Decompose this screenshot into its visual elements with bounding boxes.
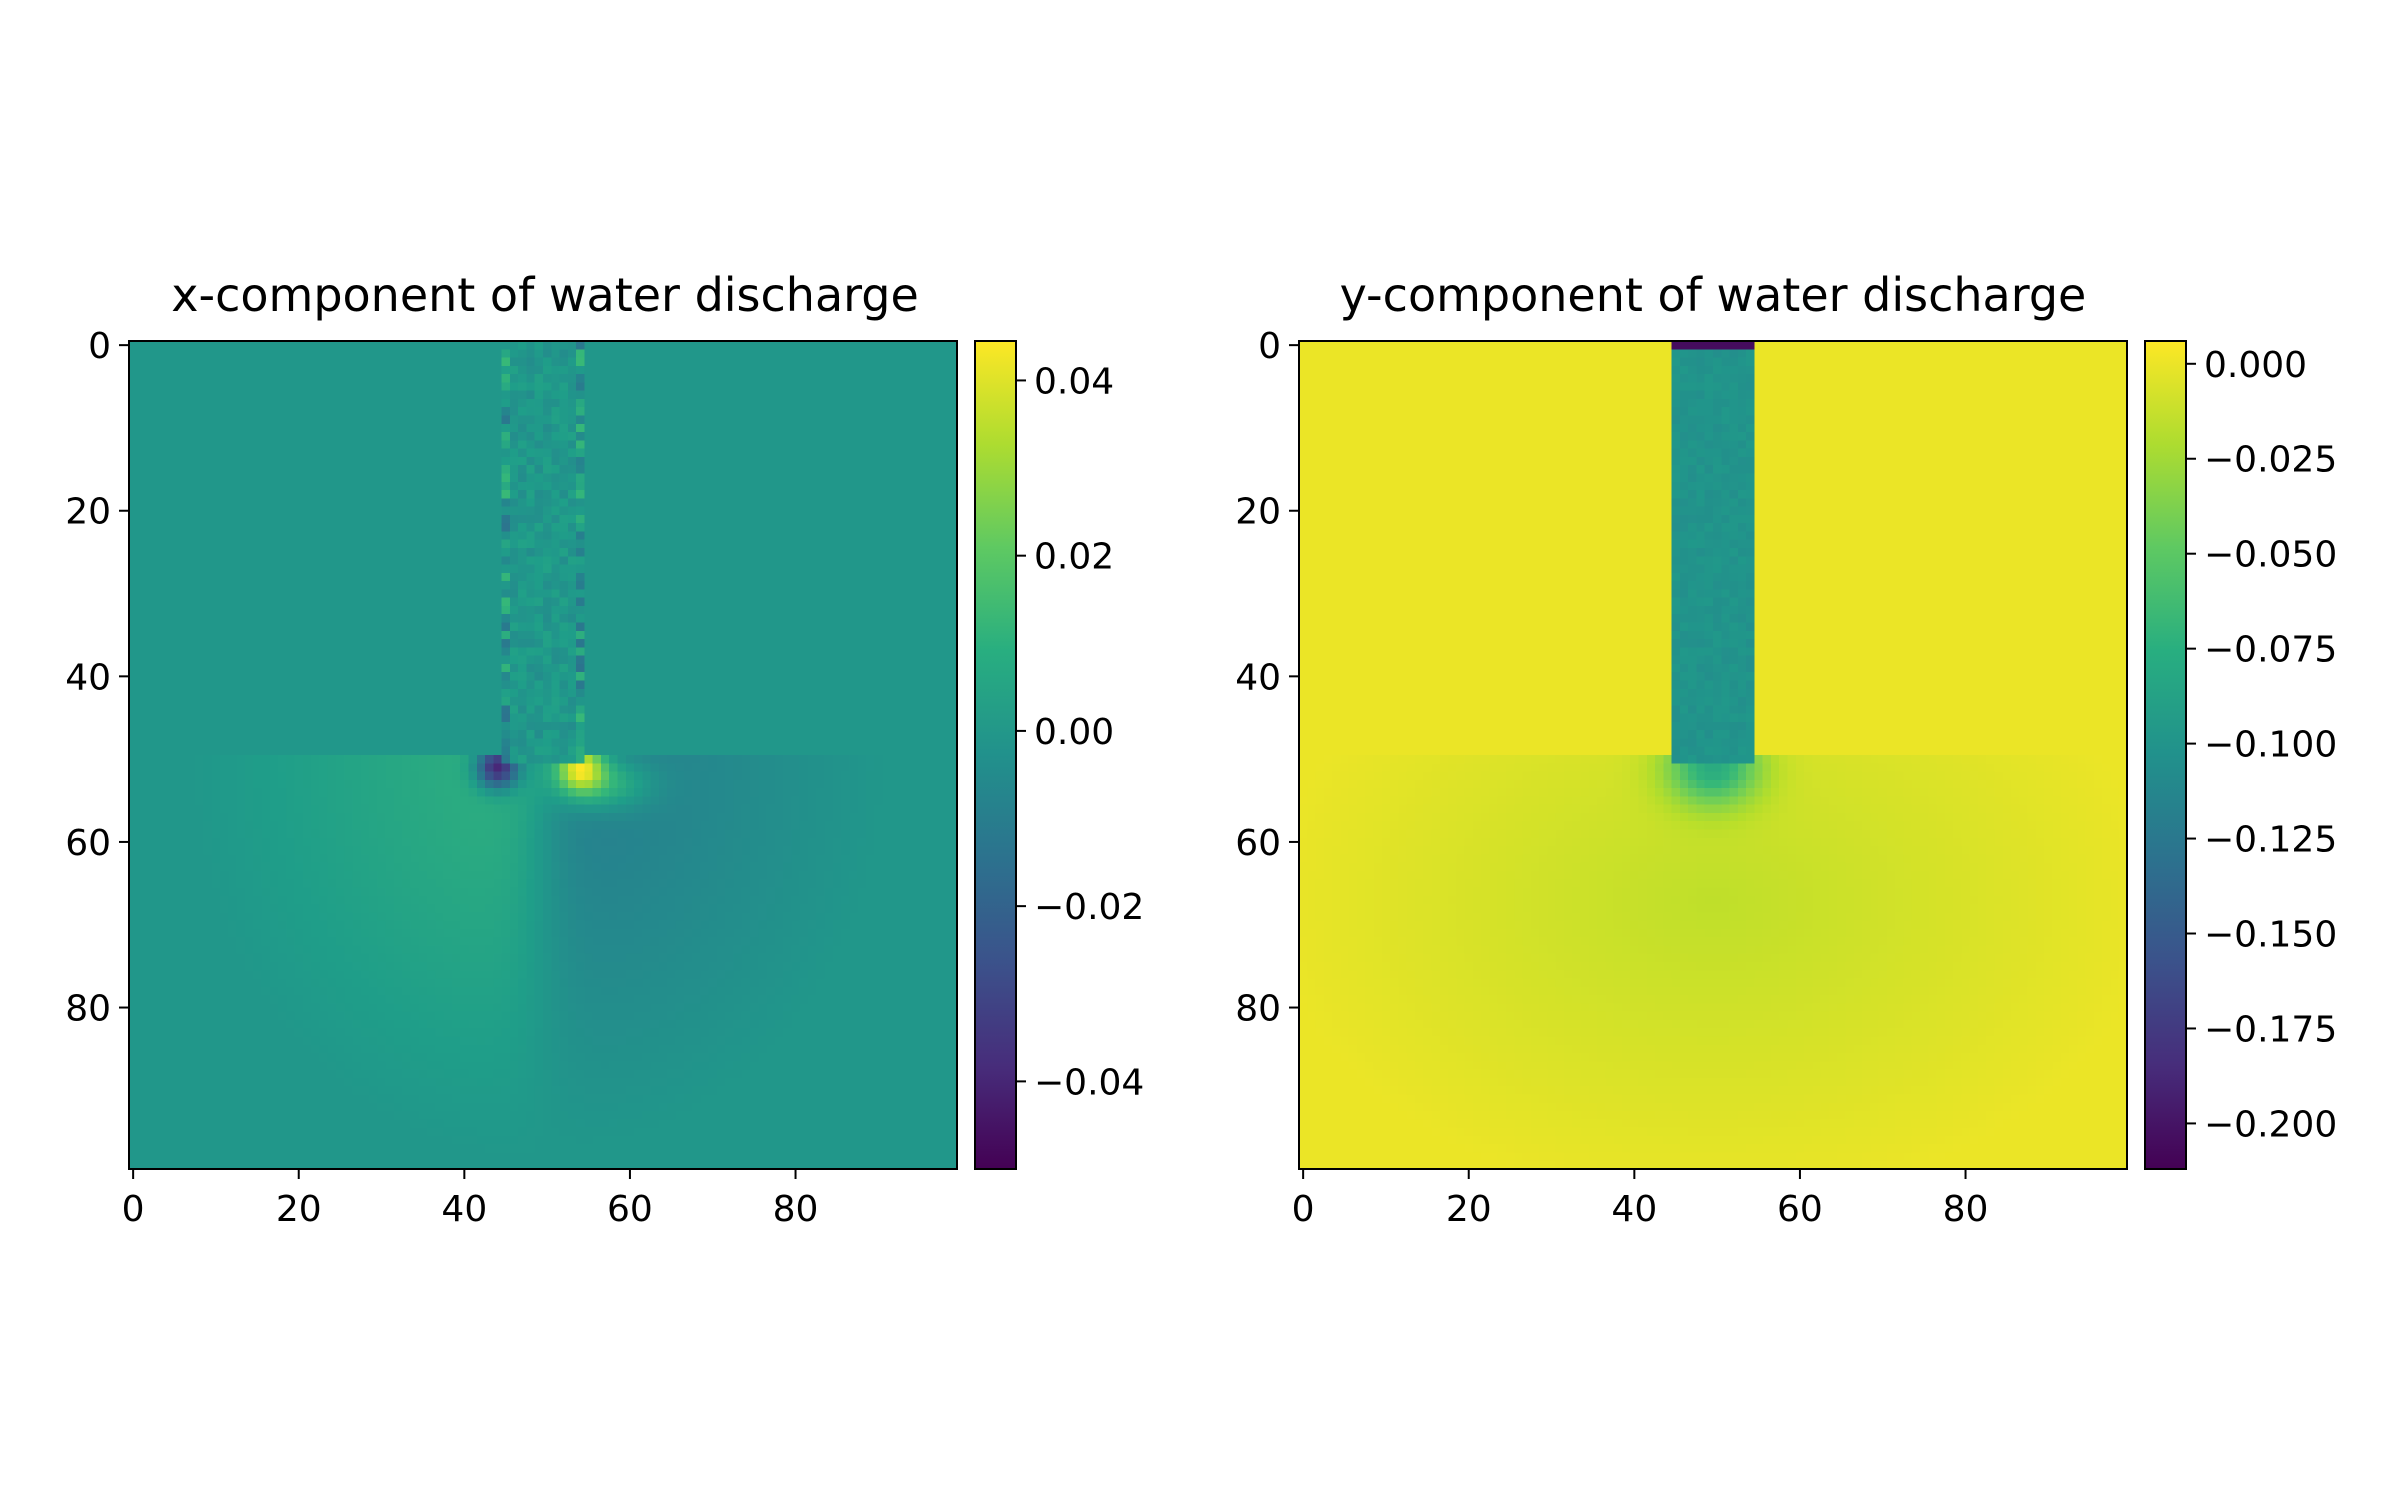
plot-frame <box>128 340 958 1170</box>
y-tick-label: 20 <box>65 492 111 533</box>
colorbar-tick-label: −0.02 <box>1034 887 1144 928</box>
y-tick-label: 60 <box>1235 823 1281 864</box>
colorbar-frame <box>974 340 1017 1170</box>
x-tick-label: 40 <box>441 1189 487 1230</box>
x-tick-label: 20 <box>1446 1189 1492 1230</box>
colorbar-tick-label: 0.00 <box>1034 712 1114 753</box>
x-tick-label: 80 <box>1943 1189 1989 1230</box>
colorbar-ticks: 0.000 −0.025 −0.050 −0.075 −0.100 −0.125 −0.15… <box>2186 345 2337 1145</box>
colorbar-tick-label: −0.04 <box>1034 1062 1144 1103</box>
x-tick-label: 60 <box>1777 1189 1823 1230</box>
colorbar-tick-label: −0.075 <box>2204 630 2337 671</box>
colorbar-ticks: −0.04 −0.02 0.00 0.02 0.04 <box>1016 361 1144 1103</box>
colorbar-tick-label: −0.100 <box>2204 725 2337 766</box>
heatmap-image <box>129 341 957 1169</box>
colorbar-tick-label: −0.150 <box>2204 915 2337 956</box>
colorbar-tick-label: 0.02 <box>1034 537 1114 578</box>
panel-y-component: y-component of water discharge 0 20 40 60 80… <box>1235 268 2337 1230</box>
x-tick-label: 60 <box>607 1189 653 1230</box>
y-tick-label: 20 <box>1235 492 1281 533</box>
colorbar-tick-label: −0.025 <box>2204 440 2337 481</box>
colorbar-frame <box>2144 340 2187 1170</box>
plot-frame <box>1298 340 2128 1170</box>
y-tick-label: 40 <box>65 657 111 698</box>
x-tick-label: 0 <box>1292 1189 1315 1230</box>
y-tick-label: 40 <box>1235 657 1281 698</box>
x-tick-label: 40 <box>1611 1189 1657 1230</box>
colorbar <box>975 341 1016 1169</box>
y-tick-label: 0 <box>88 326 111 367</box>
chart-title: x-component of water discharge <box>171 268 919 322</box>
colorbar-tick-label: 0.04 <box>1034 361 1114 402</box>
y-tick-label: 80 <box>1235 989 1281 1030</box>
y-tick-label: 0 <box>1258 326 1281 367</box>
colorbar-tick-label: −0.175 <box>2204 1009 2337 1050</box>
colorbar-tick-label: 0.000 <box>2204 345 2307 386</box>
y-tick-label: 80 <box>65 989 111 1030</box>
y-tick-label: 60 <box>65 823 111 864</box>
colorbar <box>2145 341 2186 1169</box>
colorbar-tick-label: −0.200 <box>2204 1104 2337 1145</box>
axis-ticks: 0 20 40 60 80 0 20 40 60 80 <box>65 326 818 1230</box>
x-tick-label: 20 <box>276 1189 322 1230</box>
heatmap-image <box>1299 341 2127 1169</box>
colorbar-tick-label: −0.050 <box>2204 535 2337 576</box>
panel-x-component: x-component of water discharge 0 20 40 60 80… <box>65 268 1144 1230</box>
x-tick-label: 0 <box>122 1189 145 1230</box>
colorbar-tick-label: −0.125 <box>2204 820 2337 861</box>
x-tick-label: 80 <box>773 1189 819 1230</box>
chart-title: y-component of water discharge <box>1340 268 2087 322</box>
axis-ticks: 0 20 40 60 80 0 20 40 60 80 <box>1235 326 1988 1230</box>
